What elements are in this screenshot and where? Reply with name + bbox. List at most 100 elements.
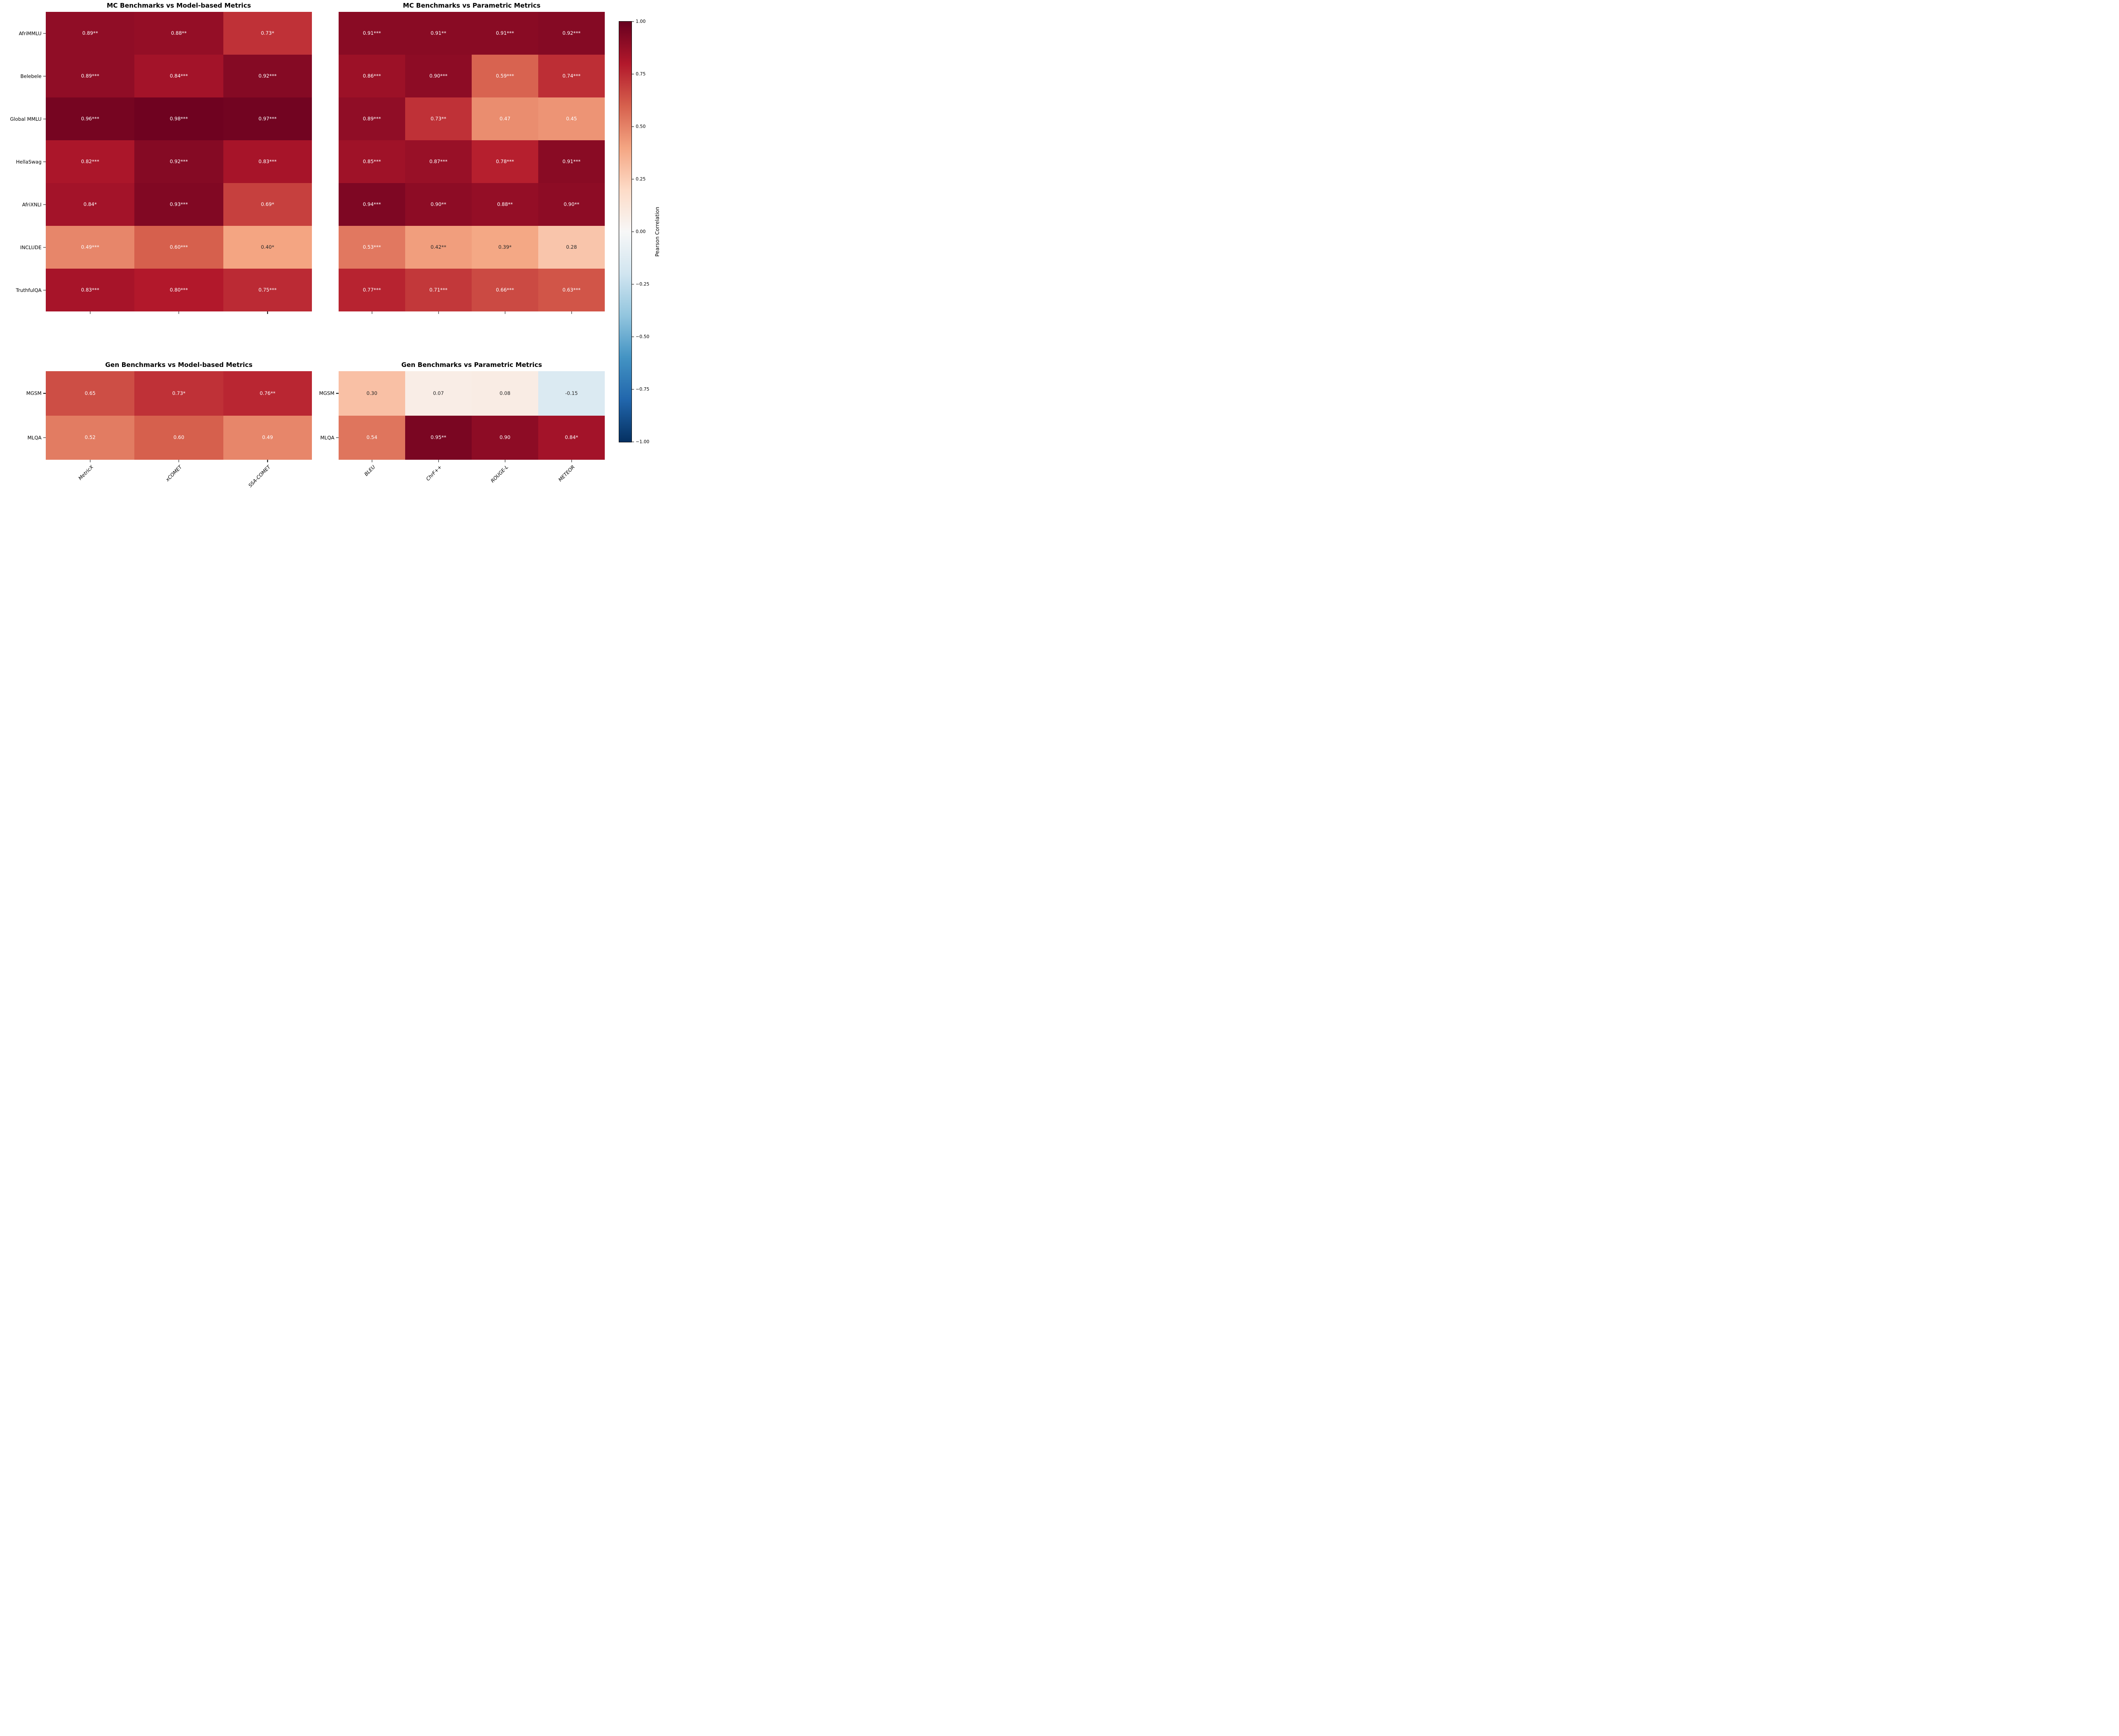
heatmap-cell: 0.77*** [339, 269, 405, 311]
heatmap-cell: 0.84*** [134, 55, 223, 97]
cell-value: 0.85*** [363, 158, 381, 164]
heatmap-cell: 0.69* [223, 183, 312, 226]
heatmap-cell: 0.91*** [538, 140, 605, 183]
column-label: SSA-COMET [247, 464, 272, 489]
cell-value: 0.89*** [363, 115, 381, 122]
cell-value: 0.65 [84, 390, 96, 396]
heatmap-cell: 0.76** [223, 371, 312, 416]
heatmap-cell: 0.84* [46, 183, 135, 226]
heatmap-cell: 0.90 [472, 415, 538, 460]
cell-value: 0.80*** [170, 286, 188, 293]
cell-value: 0.83*** [258, 158, 277, 164]
cell-value: 0.96*** [81, 115, 100, 122]
x-axis-tick [438, 311, 439, 314]
cell-value: 0.90** [430, 201, 447, 207]
cell-value: 0.91*** [496, 30, 514, 36]
column-label: ROUGE-L [489, 464, 509, 484]
cell-value: 0.74*** [562, 72, 581, 79]
heatmap-cell: 0.42** [405, 226, 472, 269]
column-label: ChrF++ [425, 464, 443, 482]
y-axis-tick [43, 204, 46, 205]
heatmap-cell: 0.88** [134, 12, 223, 55]
heatmap-title: MC Benchmarks vs Parametric Metrics [403, 2, 541, 9]
cell-value: 0.39* [498, 244, 512, 250]
heatmap-cell: 0.45 [538, 97, 605, 140]
heatmap-cell: 0.52 [46, 415, 135, 460]
cell-value: 0.63*** [562, 286, 581, 293]
cell-value: 0.90*** [429, 72, 448, 79]
heatmap-cell: 0.74*** [538, 55, 605, 97]
cell-value: 0.92*** [562, 30, 581, 36]
heatmap-cell: 0.49*** [46, 226, 135, 269]
colorbar-tick-label: 0.75 [636, 72, 646, 77]
heatmap-cell: 0.66*** [472, 269, 538, 311]
x-axis-tick [178, 311, 179, 314]
cell-value: 0.73* [261, 30, 274, 36]
heatmap-cell: 0.90*** [405, 55, 472, 97]
heatmap-cell: 0.91** [405, 12, 472, 55]
cell-value: 0.88** [497, 201, 513, 207]
colorbar-tick [631, 21, 634, 22]
column-label: xCOMET [164, 464, 183, 483]
cell-value: 0.90 [499, 434, 511, 440]
heatmap-cell: 0.71*** [405, 269, 472, 311]
colorbar-tick [631, 231, 634, 232]
cell-value: 0.28 [566, 244, 577, 250]
correlation-heatmaps-figure: MC Benchmarks vs Model-based Metrics 0.8… [0, 0, 665, 492]
cell-value: 0.73* [172, 390, 186, 396]
colorbar-tick-label: −0.25 [636, 282, 650, 287]
cell-value: 0.08 [499, 390, 511, 396]
cell-value: 0.93*** [170, 201, 188, 207]
heatmap-cell: 0.30 [339, 371, 405, 416]
heatmap-cell: 0.82*** [46, 140, 135, 183]
heatmap-cell: 0.63*** [538, 269, 605, 311]
cell-value: -0.15 [565, 390, 578, 396]
heatmap-cell: 0.97*** [223, 97, 312, 140]
heatmap-cell: 0.89** [46, 12, 135, 55]
heatmap-cell: 0.53*** [339, 226, 405, 269]
heatmap-cell: -0.15 [538, 371, 605, 416]
x-axis-tick [178, 460, 179, 462]
cell-value: 0.49 [262, 434, 273, 440]
heatmap-grid: 0.89** 0.88** 0.73* 0.89*** 0.84*** 0.92*** 0.… [46, 12, 312, 311]
row-label: MGSM [319, 390, 334, 397]
cell-value: 0.30 [366, 390, 378, 396]
x-axis-tick [571, 311, 572, 314]
y-axis-tick [43, 393, 46, 394]
heatmap-cell: 0.75*** [223, 269, 312, 311]
cell-value: 0.83*** [81, 286, 100, 293]
y-axis-tick [336, 393, 339, 394]
cell-value: 0.73** [430, 115, 447, 122]
row-label: AfriMMLU [19, 30, 42, 36]
colorbar-tick [631, 336, 634, 337]
cell-value: 0.42** [430, 244, 447, 250]
cell-value: 0.92*** [258, 72, 277, 79]
heatmap-cell: 0.73** [405, 97, 472, 140]
colorbar-label-wrap: Pearson Correlation [653, 21, 662, 442]
heatmap-cell: 0.92*** [538, 12, 605, 55]
x-axis-tick [571, 460, 572, 462]
heatmap-cell: 0.83*** [223, 140, 312, 183]
heatmap-cell: 0.40* [223, 226, 312, 269]
heatmap-cell: 0.78*** [472, 140, 538, 183]
cell-value: 0.84* [565, 434, 578, 440]
heatmap-title: Gen Benchmarks vs Model-based Metrics [105, 361, 253, 369]
heatmap-cell: 0.98*** [134, 97, 223, 140]
cell-value: 0.60 [173, 434, 184, 440]
x-axis-tick [438, 460, 439, 462]
cell-value: 0.76** [259, 390, 275, 396]
colorbar-tick-label: 1.00 [636, 19, 646, 24]
heatmap-cell: 0.87*** [405, 140, 472, 183]
heatmap-cell: 0.90** [405, 183, 472, 226]
cell-value: 0.60*** [170, 244, 188, 250]
heatmap-cell: 0.28 [538, 226, 605, 269]
colorbar-tick-label: −1.00 [636, 439, 650, 444]
cell-value: 0.91*** [363, 30, 381, 36]
cell-value: 0.82*** [81, 158, 100, 164]
heatmap-cell: 0.47 [472, 97, 538, 140]
colorbar-tick [631, 126, 634, 127]
heatmap-cell: 0.39* [472, 226, 538, 269]
cell-value: 0.98*** [170, 115, 188, 122]
heatmap-cell: 0.86*** [339, 55, 405, 97]
colorbar-label: Pearson Correlation [654, 207, 660, 257]
